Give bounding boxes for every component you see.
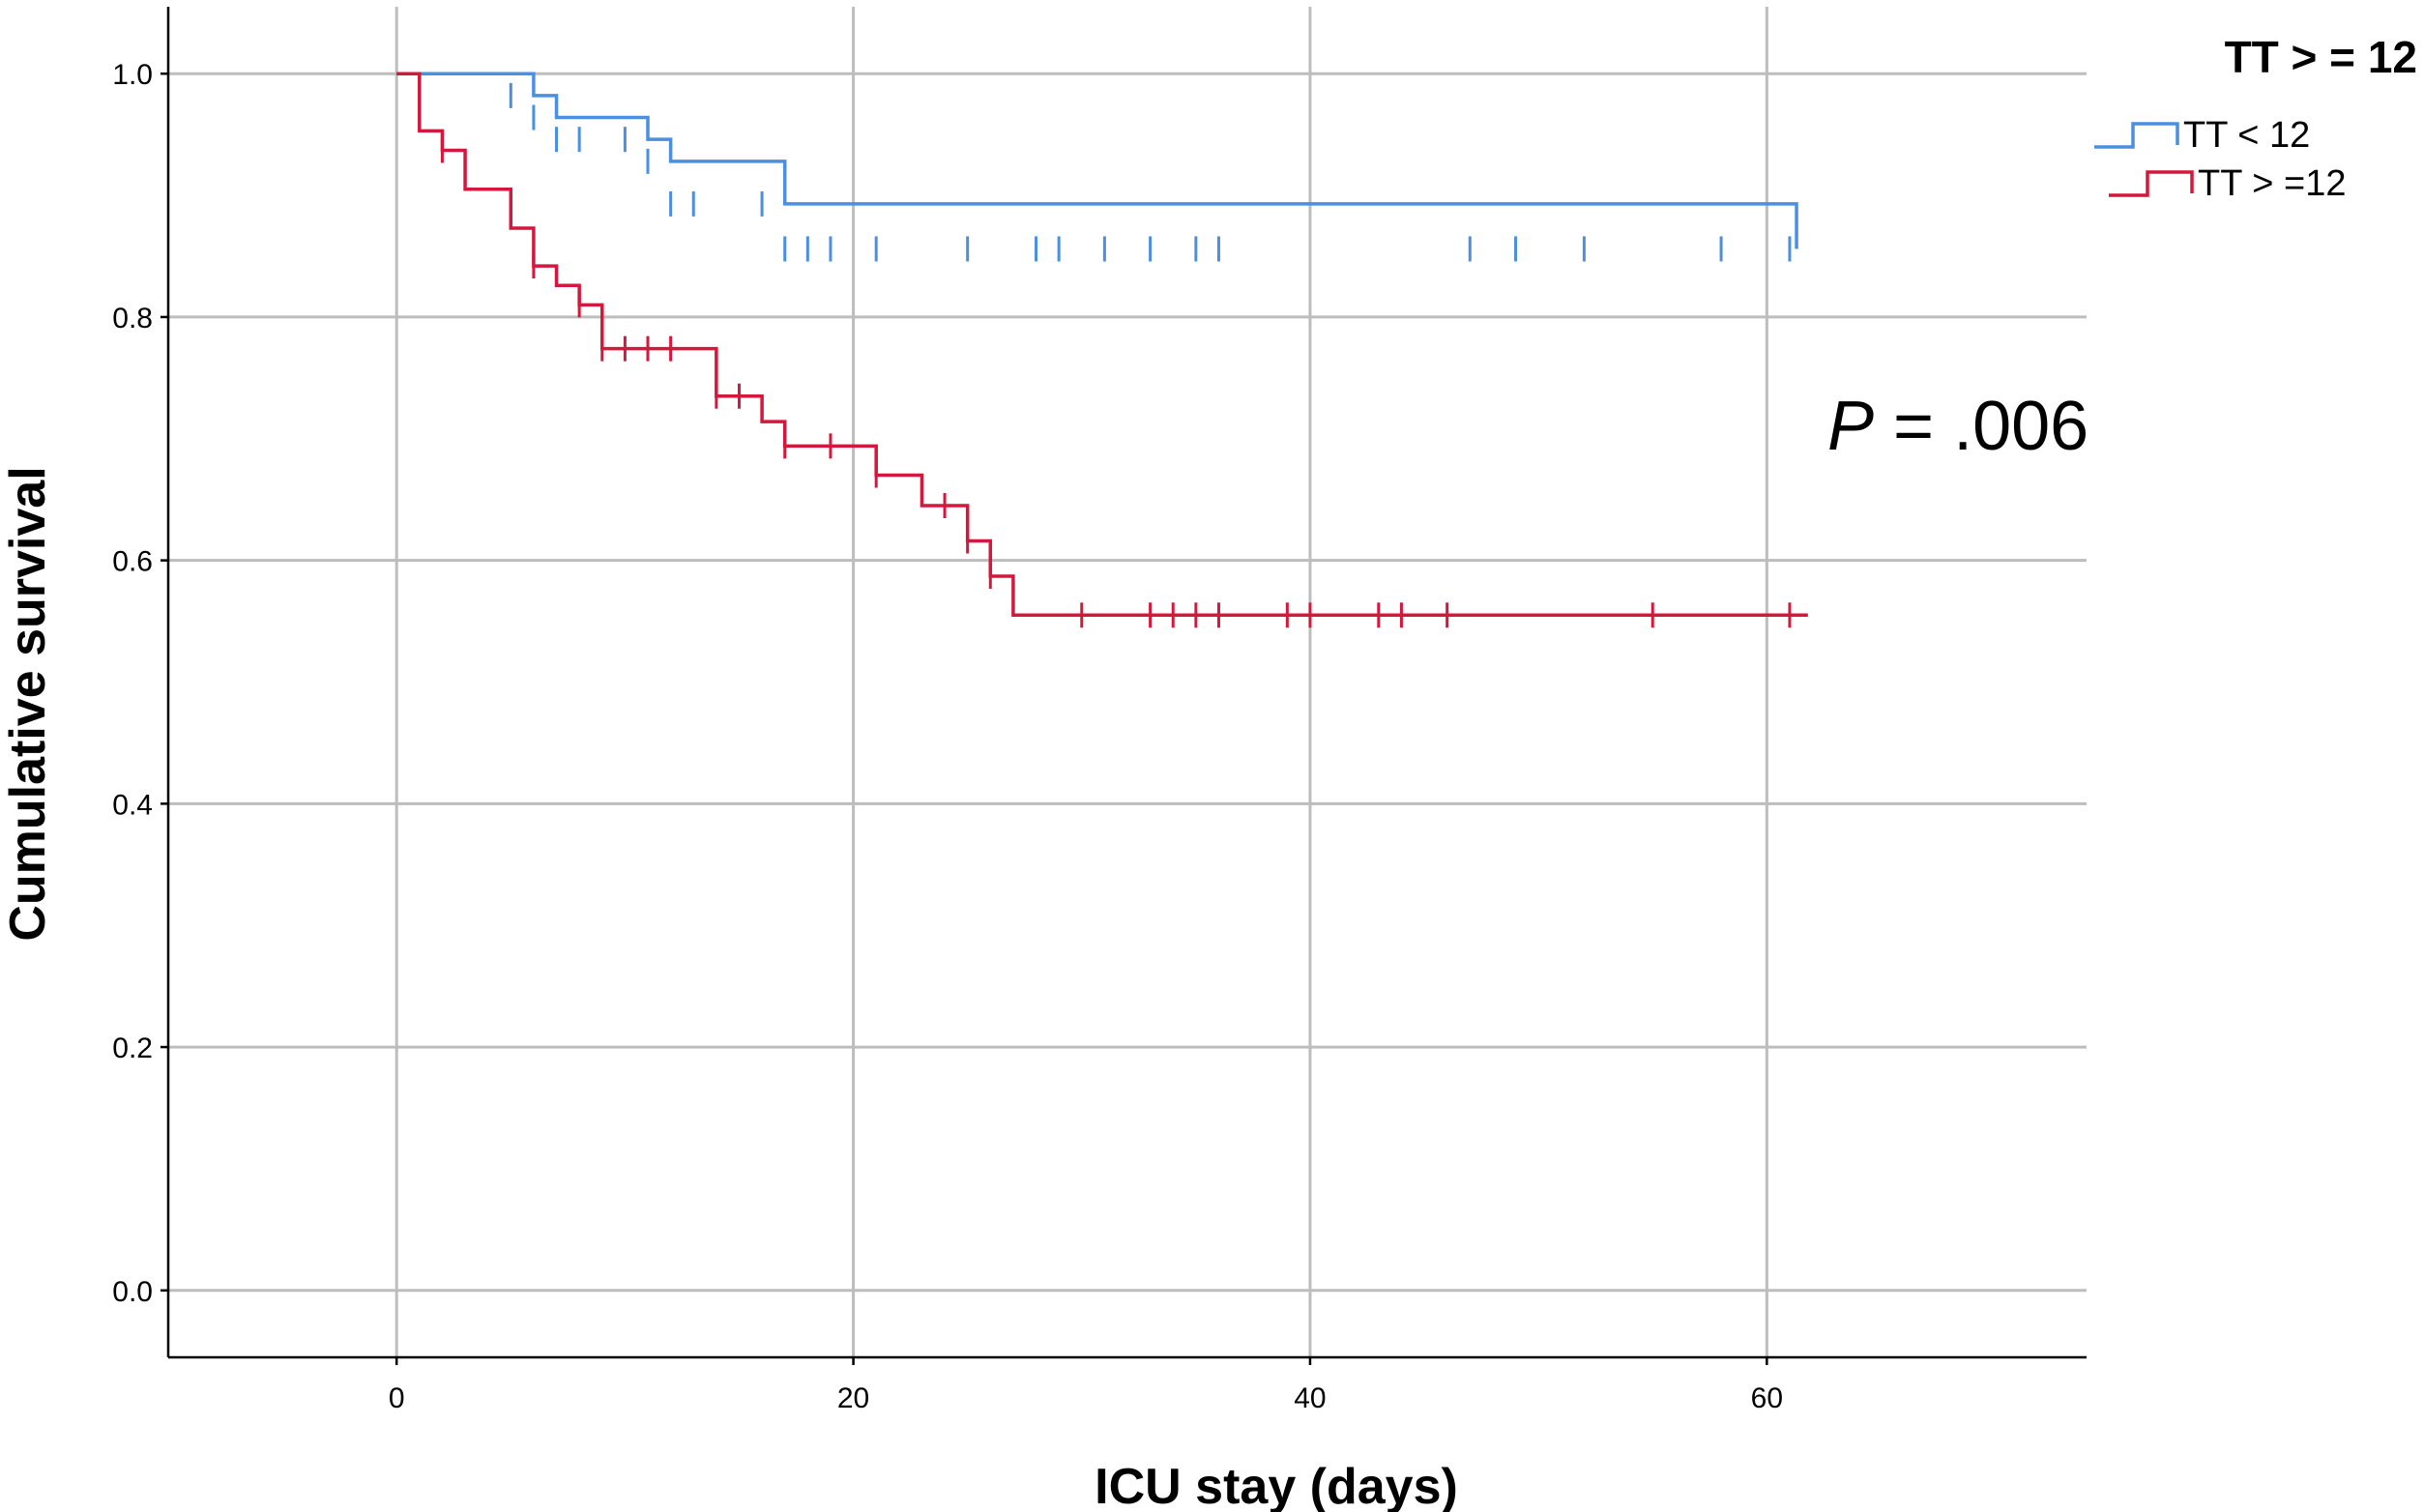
survival-curve xyxy=(396,72,1798,249)
x-tick-label: 20 xyxy=(837,1382,869,1414)
series-layer xyxy=(396,72,1808,628)
legend-swatch xyxy=(2109,170,2194,197)
x-tick-label: 0 xyxy=(389,1382,405,1414)
y-tick-label: 0.6 xyxy=(112,546,153,578)
legend-label: TT > =12 xyxy=(2198,163,2347,204)
y-tick-label: 0.0 xyxy=(112,1276,153,1308)
legend-swatch xyxy=(2094,122,2179,149)
p-value-annotation: P = .006 xyxy=(1827,388,2088,465)
y-tick-label: 0.4 xyxy=(112,789,153,821)
y-tick-label: 1.0 xyxy=(112,59,153,91)
p-value-text: = .006 xyxy=(1874,388,2088,465)
legend-title: TT > = 12 xyxy=(2225,32,2417,82)
series-group xyxy=(396,72,1798,262)
y-tick-label: 0.8 xyxy=(112,303,153,334)
legend-label: TT < 12 xyxy=(2183,115,2310,156)
x-axis-title: ICU stay (days) xyxy=(1095,1459,1458,1512)
y-axis-title: Cumulative survival xyxy=(0,466,56,941)
survival-curve xyxy=(396,72,1808,618)
x-tick-label: 40 xyxy=(1294,1382,1326,1414)
y-tick-label: 0.2 xyxy=(112,1032,153,1064)
p-value-symbol: P xyxy=(1827,388,1874,465)
legend: TT < 12 TT > =12 xyxy=(2094,115,2347,204)
tick-layer: 0.0 0.2 0.4 0.6 0.8 1.0 0 20 40 60 xyxy=(112,59,1783,1414)
series-group xyxy=(396,72,1808,628)
axes-layer xyxy=(166,7,2087,1359)
x-tick-label: 60 xyxy=(1751,1382,1783,1414)
grid-layer xyxy=(168,7,2087,1357)
